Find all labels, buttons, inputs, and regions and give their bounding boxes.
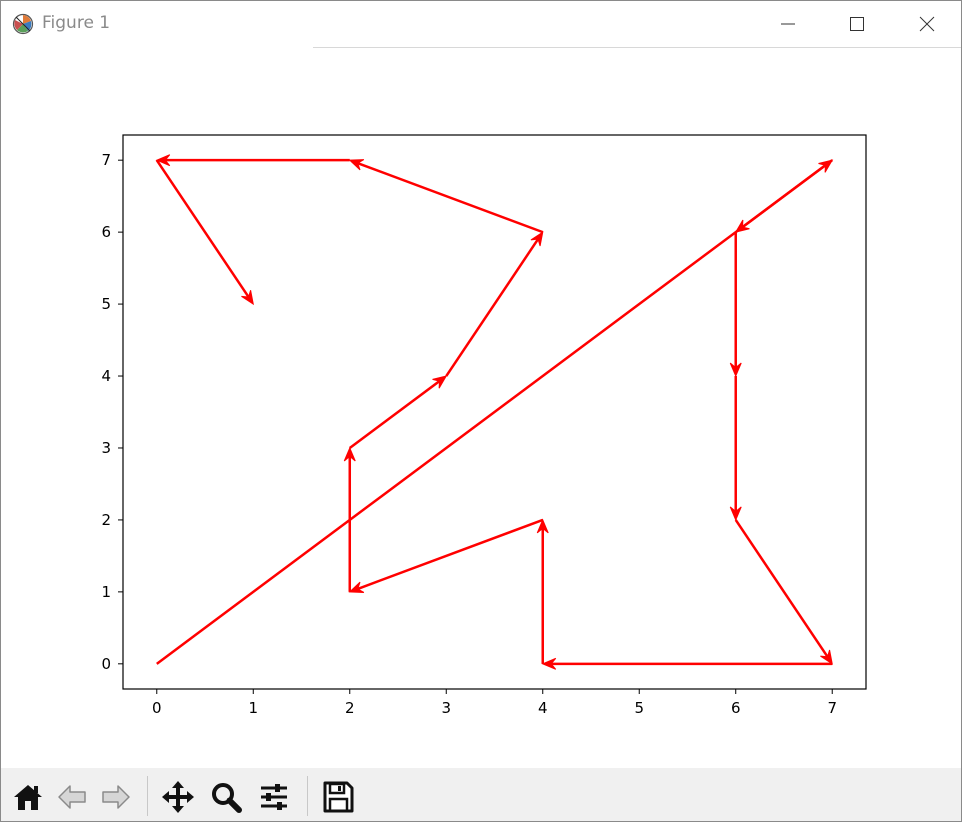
window-title: Figure 1 (42, 13, 111, 33)
arrow (445, 231, 544, 377)
arrow (734, 159, 833, 233)
arrow-shaft (156, 163, 827, 665)
home-button[interactable] (9, 778, 47, 816)
arrow-head (734, 219, 750, 233)
arrow-shaft (356, 518, 544, 591)
arrow-head (432, 375, 448, 389)
zoom-button[interactable] (207, 778, 245, 816)
x-tick-label: 4 (538, 699, 548, 717)
arrow-head (729, 362, 742, 378)
arrow-head (541, 657, 557, 670)
arrow-shaft (734, 519, 829, 659)
pan-button[interactable] (159, 778, 197, 816)
title-separator (313, 47, 961, 48)
figure-canvas[interactable]: 0 1 2 3 4 5 6 7 0 1 2 3 4 5 6 7 (1, 48, 961, 766)
home-icon (14, 785, 42, 810)
minimize-button[interactable] (758, 1, 818, 47)
maximize-button[interactable] (827, 1, 887, 47)
save-icon (323, 781, 354, 813)
y-tick-label: 0 (101, 655, 111, 673)
arrow-head (348, 159, 365, 171)
arrow-shaft (741, 159, 833, 229)
y-tick-label: 4 (101, 367, 111, 385)
arrow (155, 159, 254, 306)
arrow (348, 518, 544, 593)
y-tick-label: 3 (101, 439, 111, 457)
x-tick-label: 2 (345, 699, 355, 717)
arrow-shaft (155, 159, 250, 299)
app-icon (12, 13, 34, 35)
arrow-shaft (445, 237, 540, 377)
navigation-toolbar (1, 768, 961, 821)
save-button[interactable] (319, 778, 357, 816)
y-tick-label: 2 (101, 511, 111, 529)
y-tick-label: 5 (101, 295, 111, 313)
move-icon (162, 781, 194, 813)
x-tick-label: 6 (731, 699, 741, 717)
arrow (536, 518, 549, 664)
arrow-head (155, 154, 171, 167)
y-tick-label: 7 (101, 151, 111, 169)
arrow (541, 657, 833, 670)
arrow-head (530, 231, 544, 247)
title-bar: Figure 1 (1, 1, 961, 47)
arrow-head (241, 290, 254, 306)
close-icon (919, 16, 935, 32)
maximize-icon (850, 17, 864, 31)
y-tick-label: 1 (101, 583, 111, 601)
arrow-shaft (356, 161, 544, 234)
x-tick-label: 5 (634, 699, 644, 717)
arrow (729, 376, 742, 522)
arrow-head (343, 446, 356, 462)
x-tick-label: 7 (827, 699, 837, 717)
configure-subplots-button[interactable] (255, 778, 293, 816)
arrow-head (820, 649, 833, 665)
toolbar-separator (307, 776, 308, 816)
sliders-icon (261, 784, 287, 810)
arrow (349, 375, 448, 449)
arrow (729, 232, 742, 378)
x-tick-label: 3 (441, 699, 451, 717)
arrow-head (729, 506, 742, 522)
arrow-head (536, 518, 549, 534)
back-button[interactable] (53, 778, 91, 816)
forward-arrow-icon (102, 785, 130, 809)
toolbar-separator (147, 776, 148, 816)
arrow-shaft (349, 379, 441, 449)
arrow (155, 154, 350, 167)
x-tick-label: 0 (152, 699, 162, 717)
close-button[interactable] (897, 1, 957, 47)
arrow (343, 446, 356, 592)
back-arrow-icon (58, 785, 86, 809)
minimize-icon (781, 23, 795, 25)
forward-button[interactable] (97, 778, 135, 816)
zoom-icon (212, 783, 242, 813)
arrow-head (348, 581, 365, 593)
y-tick-label: 6 (101, 223, 111, 241)
plot-area: 0 1 2 3 4 5 6 7 0 1 2 3 4 5 6 7 (101, 134, 867, 717)
arrow (734, 519, 833, 665)
x-tick-label: 1 (248, 699, 258, 717)
arrow (348, 159, 544, 234)
